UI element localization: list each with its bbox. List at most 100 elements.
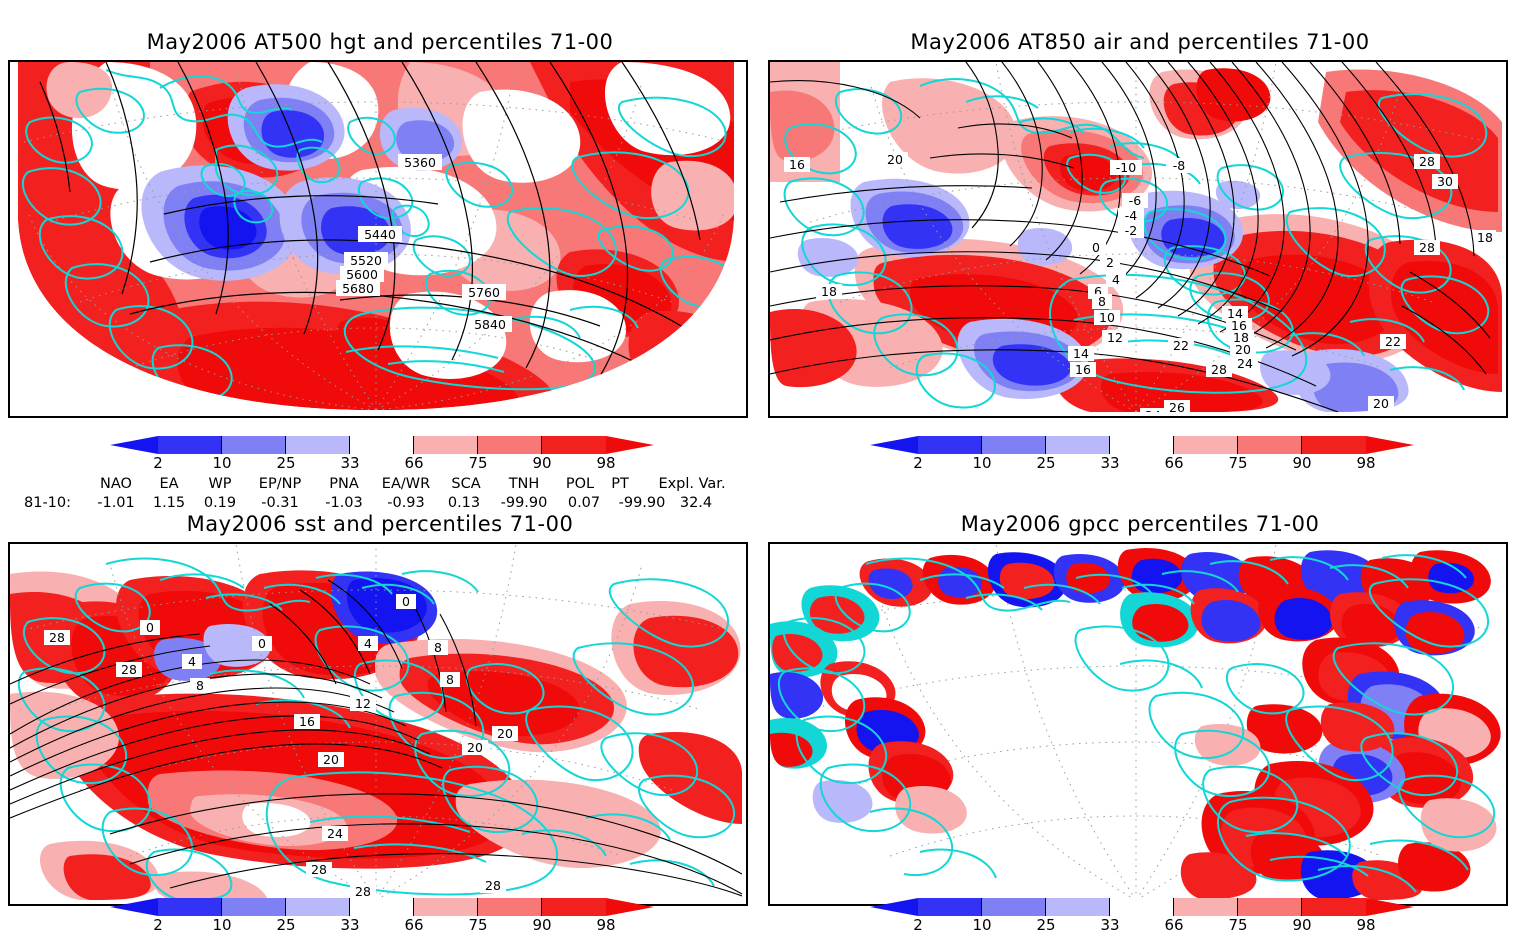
panel-at500-map[interactable]: 5360 5440 5520	[8, 60, 748, 418]
contour-label-28-mid: 28	[1206, 362, 1232, 377]
sst-label-0a: 0	[140, 620, 160, 635]
at500-map-graphic: 5360 5440 5520	[10, 62, 742, 412]
contour-label-30: 30	[1432, 174, 1458, 189]
svg-text:-4: -4	[1125, 208, 1138, 223]
contour-label-5680: 5680	[336, 280, 380, 296]
tele-value-tnh: -99.90	[500, 495, 548, 511]
colorbar-low-arrow	[110, 436, 158, 454]
colorbar-tick-98: 98	[1356, 454, 1376, 472]
colorbar-at850: 2 10 25 33 66 75 90 98	[870, 436, 1430, 476]
colorbar-strip	[918, 436, 1366, 454]
svg-text:22: 22	[1385, 334, 1401, 349]
panel-at850: May2006 AT850 air and percentiles 71-00	[768, 30, 1512, 430]
colorbar-high-arrow	[1366, 436, 1414, 454]
svg-text:20: 20	[1235, 342, 1251, 357]
contour-label-m8: -8	[1166, 158, 1192, 173]
svg-text:5840: 5840	[474, 317, 506, 332]
colorbar-tick-90: 90	[1292, 916, 1312, 934]
tele-header-pol: POL	[565, 476, 595, 492]
sst-label-20b: 20	[462, 740, 488, 755]
svg-text:5760: 5760	[468, 285, 500, 300]
svg-text:28: 28	[49, 630, 65, 645]
contour-label-m10: -10	[1110, 160, 1142, 175]
svg-text:18: 18	[821, 284, 837, 299]
svg-text:14: 14	[1073, 346, 1089, 361]
sst-label-8a: 8	[190, 678, 210, 693]
svg-text:5680: 5680	[342, 281, 374, 296]
svg-text:6: 6	[1094, 284, 1102, 299]
contour-label-2: 2	[1100, 255, 1120, 270]
svg-text:16: 16	[1075, 362, 1091, 377]
tele-header-nao: NAO	[100, 476, 132, 492]
contour-label-5760: 5760	[462, 284, 506, 300]
panel-at850-title: May2006 AT850 air and percentiles 71-00	[910, 30, 1370, 54]
contour-label-5520: 5520	[344, 252, 388, 268]
svg-text:28: 28	[1419, 154, 1435, 169]
contour-label-16-left: 16	[784, 157, 810, 172]
svg-text:22: 22	[1173, 338, 1189, 353]
colorbar-sst: 2 10 25 33 66 75 90 98	[110, 898, 670, 938]
colorbar-tick-33: 33	[340, 454, 360, 472]
svg-text:2: 2	[1106, 255, 1114, 270]
panel-at500-title: May2006 AT500 hgt and percentiles 71-00	[146, 30, 614, 54]
panel-sst: May2006 sst and percentiles 71-00	[8, 512, 752, 912]
colorbar-tick-90: 90	[532, 916, 552, 934]
panel-sst-map[interactable]: 0 0 0 4 4 8 8 8 12 16 20 20 20	[8, 542, 748, 906]
contour-label-18-right: 18	[1474, 230, 1496, 245]
svg-text:24: 24	[327, 826, 343, 841]
colorbar-tick-10: 10	[212, 454, 232, 472]
colorbar-tick-75: 75	[468, 454, 488, 472]
colorbar-tick-98: 98	[596, 916, 616, 934]
svg-text:20: 20	[1373, 396, 1389, 411]
svg-text:4: 4	[188, 654, 196, 669]
contour-label-5360: 5360	[398, 154, 442, 170]
sst-label-0b: 0	[252, 636, 272, 651]
colorbar-tick-33: 33	[1100, 916, 1120, 934]
svg-text:12: 12	[1107, 330, 1123, 345]
panel-at500: May2006 AT500 hgt and percentiles 71-00	[8, 30, 752, 430]
contour-label-4: 4	[1106, 272, 1126, 287]
tele-header-tnh: TNH	[508, 476, 540, 492]
svg-text:26: 26	[1169, 400, 1185, 412]
contour-label-20-right: 20	[1368, 396, 1394, 411]
svg-text:4: 4	[1112, 272, 1120, 287]
colorbar-tick-66: 66	[1164, 454, 1184, 472]
colorbar-tick-25: 25	[276, 454, 296, 472]
contour-label-22: 22	[1168, 338, 1194, 353]
svg-text:20: 20	[467, 740, 483, 755]
contour-label-16: 16	[1070, 362, 1096, 377]
colorbar-tick-75: 75	[468, 916, 488, 934]
tele-header-sca: SCA	[451, 476, 481, 492]
panel-gpcc-title: May2006 gpcc percentiles 71-00	[960, 512, 1320, 536]
contour-label-8: 8	[1092, 294, 1112, 309]
svg-text:0: 0	[258, 636, 266, 651]
sst-label-8c: 8	[440, 672, 460, 687]
tele-value-pt: -99.90	[618, 495, 666, 511]
contour-label-22-right: 22	[1380, 334, 1406, 349]
sst-label-20a: 20	[318, 752, 344, 767]
colorbar-tick-66: 66	[404, 916, 424, 934]
tele-value-pna: -1.03	[325, 495, 363, 511]
colorbar-tick-66: 66	[404, 454, 424, 472]
sst-label-0c: 0	[396, 594, 416, 609]
colorbar-strip	[158, 898, 606, 916]
contour-label-10: 10	[1094, 310, 1120, 325]
svg-text:20: 20	[497, 726, 513, 741]
svg-text:8: 8	[1098, 294, 1106, 309]
teleconnection-header-row: NAO EA WP EP/NP PNA EA/WR SCA TNH POL PT…	[24, 476, 726, 495]
contour-label-m6: -6	[1122, 193, 1148, 208]
colorbar-tick-98: 98	[596, 454, 616, 472]
panel-gpcc-map[interactable]	[768, 542, 1508, 906]
svg-text:30: 30	[1437, 174, 1453, 189]
tele-header-explvar: Expl. Var.	[658, 476, 726, 492]
sst-label-8b: 8	[428, 640, 448, 655]
svg-text:20: 20	[323, 752, 339, 767]
colorbar-tick-2: 2	[153, 454, 163, 472]
svg-text:-10: -10	[1116, 160, 1136, 175]
svg-text:5520: 5520	[350, 253, 382, 268]
panel-at850-map[interactable]: -10 -8 -6 -4 -2 0 2 4 6 8 10 12	[768, 60, 1508, 418]
gpcc-map-graphic	[770, 544, 1502, 900]
svg-text:8: 8	[446, 672, 454, 687]
contour-label-14: 14	[1068, 346, 1094, 361]
svg-text:-8: -8	[1173, 158, 1186, 173]
